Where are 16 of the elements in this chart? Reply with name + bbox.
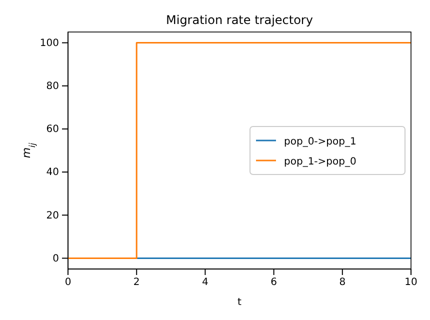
x-tick-label: 6 xyxy=(270,277,277,288)
y-tick-label: 60 xyxy=(46,124,59,136)
y-tick-label: 40 xyxy=(46,167,59,178)
x-axis-title: t xyxy=(238,297,242,308)
y-tick-label: 100 xyxy=(40,38,59,49)
x-tick-label: 10 xyxy=(404,277,418,288)
x-tick-label: 0 xyxy=(64,277,72,288)
y-tick-label: 80 xyxy=(46,81,59,92)
y-tick-label: 20 xyxy=(46,210,59,222)
x-tick-label: 4 xyxy=(202,277,208,288)
legend-label: pop_1->pop_0 xyxy=(284,156,356,168)
chart-title: Migration rate trajectory xyxy=(166,13,313,27)
y-tick-label: 0 xyxy=(52,253,59,264)
x-tick-label: 2 xyxy=(133,277,140,288)
legend-label: pop_0->pop_1 xyxy=(284,136,356,148)
x-tick-label: 8 xyxy=(339,277,346,288)
